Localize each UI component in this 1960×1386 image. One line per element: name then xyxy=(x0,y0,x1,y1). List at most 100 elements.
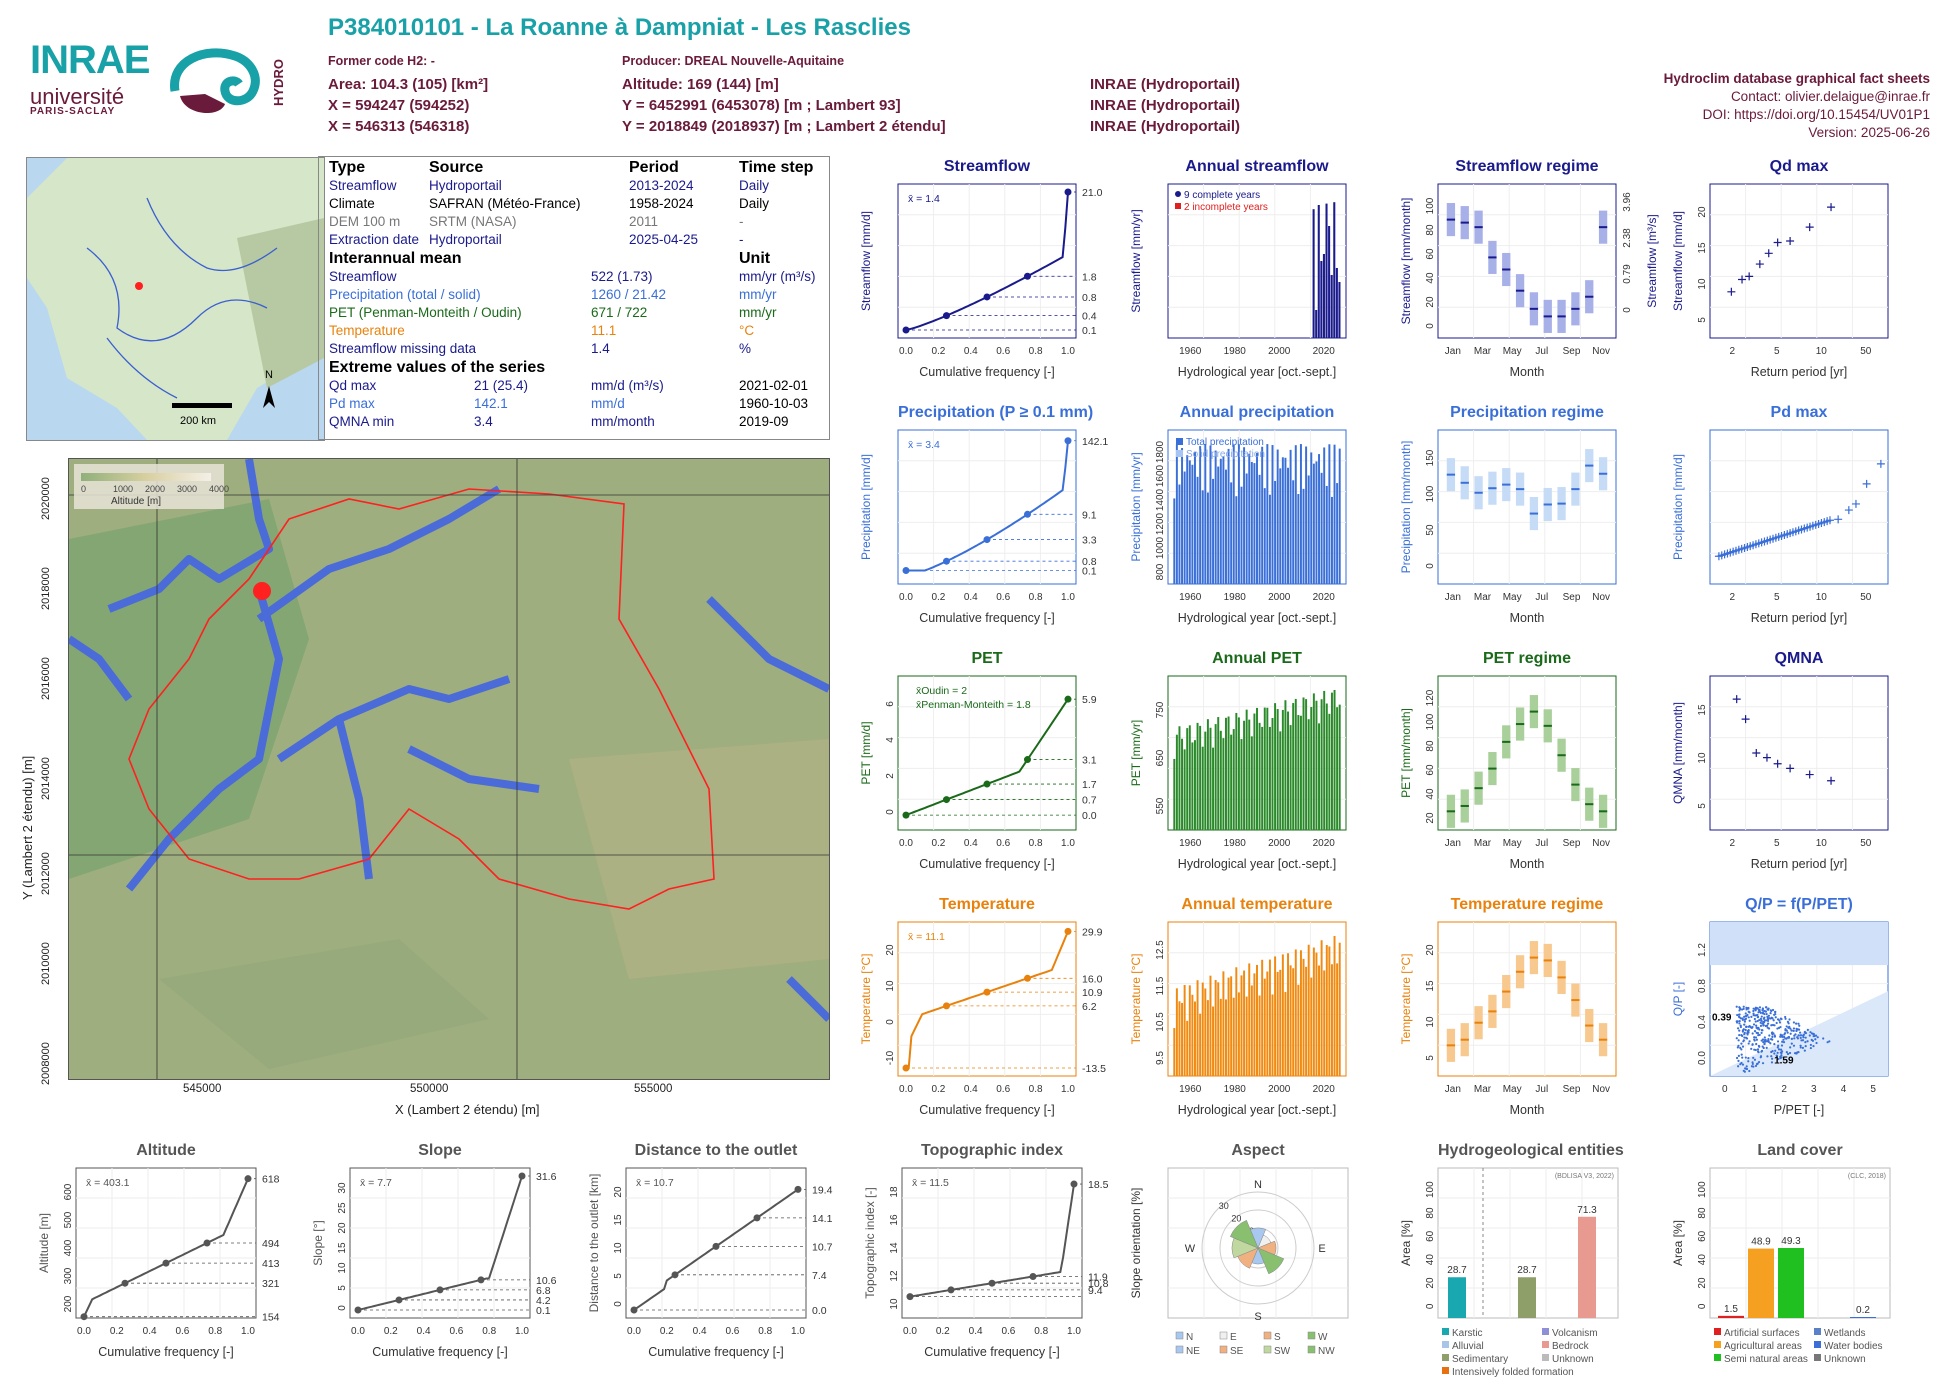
plot-area xyxy=(1709,183,1889,339)
bar xyxy=(1279,969,1282,1076)
x-axis-label: Return period [yr] xyxy=(1751,365,1848,379)
y-tick-label: 0 xyxy=(1697,1303,1708,1309)
x-tick-label: 2000 xyxy=(1268,838,1291,849)
bar xyxy=(1718,1315,1744,1318)
right-tick-label: 0.8 xyxy=(1082,556,1097,568)
legend-entry: Artificial surfaces xyxy=(1724,1328,1800,1339)
y-l93-text: Y = 6452991 (6453078) [m ; Lambert 93] xyxy=(622,97,901,114)
x-tick-label: 0.4 xyxy=(693,1326,707,1337)
info-cell: 1958-2024 xyxy=(629,196,694,211)
y-axis-label: Temperature [°C] xyxy=(859,954,873,1045)
extreme-row: Qd max 21 (25.4) mm/d (m³/s) 2021-02-01 xyxy=(329,378,824,396)
chart-svg-landcover: Area [%] 0 20 40 60 80 100 (CLC, 2018) 1.5 48.9 49… xyxy=(1671,1167,1891,1365)
x-axis-label: Cumulative frequency [-] xyxy=(919,1103,1054,1117)
mean-cell: Precipitation (total / solid) xyxy=(329,287,481,302)
bar xyxy=(1292,703,1295,830)
bar xyxy=(1338,448,1341,584)
scatter-point xyxy=(1756,1048,1760,1051)
mean-label: x̄ = 10.7 xyxy=(636,1177,674,1189)
bar xyxy=(1261,446,1264,584)
legend-swatch xyxy=(1176,438,1183,445)
right-tick-label: 10.7 xyxy=(812,1241,833,1253)
bar xyxy=(1261,959,1264,1076)
info-cell: Hydroportail xyxy=(429,232,502,247)
scatter-point xyxy=(1745,272,1754,281)
scatter-point xyxy=(1809,1046,1812,1050)
bar xyxy=(1276,709,1279,830)
y-axis-label: QMNA [mm/month] xyxy=(1671,702,1685,804)
y-tick-label: 0.8 xyxy=(1697,979,1708,993)
scatter-point xyxy=(1779,1048,1783,1051)
chart-title: Temperature xyxy=(939,896,1035,913)
x-tick-label: 2020 xyxy=(1313,592,1336,603)
legend-entry: Intensively folded formation xyxy=(1452,1367,1574,1378)
y-tick-label: 20 xyxy=(885,944,896,956)
right-tick-label: 142.1 xyxy=(1082,436,1108,448)
bar xyxy=(1230,976,1233,1076)
info-row: DEM 100 m SRTM (NASA) 2011 - xyxy=(329,214,824,232)
bar xyxy=(1748,1248,1774,1318)
x-tick-label: 0.2 xyxy=(384,1326,398,1337)
y-tick-label: 15 xyxy=(337,1242,348,1254)
chart-title: Annual precipitation xyxy=(1179,404,1335,421)
x-tick-label: Mar xyxy=(1474,592,1492,603)
scatter-point xyxy=(1760,1029,1764,1032)
scatter-point xyxy=(1780,1056,1783,1059)
x-tick-label: Sep xyxy=(1563,346,1581,357)
legend-entry: Unknown xyxy=(1552,1354,1594,1365)
bar xyxy=(1268,959,1271,1076)
chart-annual_precip: Annual precipitation Hydrological year [o… xyxy=(1129,404,1347,652)
legend-swatch xyxy=(1307,1331,1316,1340)
bar xyxy=(1315,461,1318,584)
x-tick-label: 1980 xyxy=(1224,838,1247,849)
extreme-cell: 2019-09 xyxy=(739,414,789,429)
info-cell: 2013-2024 xyxy=(629,178,694,193)
x-tick-label: 1.0 xyxy=(241,1326,255,1337)
scatter-point xyxy=(1742,1005,1745,1008)
y-tick-label: 0.0 xyxy=(1697,1051,1708,1065)
bar xyxy=(1266,707,1269,830)
x-tick-label: 2 xyxy=(1729,592,1735,603)
chart-temp_regime: Temperature regime Month Temperature [°C] 5… xyxy=(1399,896,1617,1144)
right-tick-label: 6.8 xyxy=(536,1285,551,1297)
chart-title: Precipitation regime xyxy=(1450,404,1604,421)
x-tick-label: 0.2 xyxy=(936,1326,950,1337)
scatter-point xyxy=(1798,1024,1801,1027)
x-tick-label: 0.0 xyxy=(903,1326,917,1337)
bar xyxy=(1258,722,1261,830)
scatter-point xyxy=(1766,1055,1769,1058)
x-tick-label: Jul xyxy=(1535,838,1548,849)
scatter-point xyxy=(1745,1036,1748,1039)
x-tick-label: 0.2 xyxy=(931,1084,945,1095)
bar xyxy=(1204,444,1207,584)
chart-hydrogeo: Hydrogeological entities Area [%] 0 20 40 60 8… xyxy=(1399,1142,1624,1386)
y-tick-label: 100 xyxy=(1425,485,1436,502)
y-axis-label: Precipitation [mm/d] xyxy=(859,454,873,560)
scatter-point xyxy=(1780,1054,1783,1057)
scatter-point xyxy=(1770,1016,1773,1019)
scatter-point xyxy=(1774,1049,1777,1052)
x-tick-label: 1.0 xyxy=(1061,592,1075,603)
bar xyxy=(1235,496,1238,584)
bar xyxy=(1181,738,1184,830)
source-1: INRAE (Hydroportail) xyxy=(1090,76,1240,93)
right-tick-label: 0.7 xyxy=(1082,795,1097,807)
scatter-point xyxy=(1769,1042,1772,1045)
legend-entry: Solid precipitation xyxy=(1186,449,1265,460)
y-tick-label: 20 xyxy=(1425,1277,1436,1289)
x-tick-label: 50 xyxy=(1860,838,1872,849)
legend-entry: Sedimentary xyxy=(1452,1354,1508,1365)
x-axis-label: Cumulative frequency [-] xyxy=(919,365,1054,379)
info-cell: Source xyxy=(429,159,484,176)
extreme-cell: Qd max xyxy=(329,378,377,393)
right-tick-label: 21.0 xyxy=(1082,187,1103,199)
x-tick-label: 0.0 xyxy=(77,1326,91,1337)
bar xyxy=(1219,998,1222,1076)
x-tick-label: 2 xyxy=(1729,838,1735,849)
chart-svg-topo_cdf: Cumulative frequency [-] Topographic inde… xyxy=(863,1167,1109,1359)
y-tick-label: 40 xyxy=(1425,1254,1436,1266)
scatter-point xyxy=(1806,1040,1809,1043)
bar xyxy=(1307,944,1310,1076)
scatter-point xyxy=(1763,1036,1766,1039)
x-axis-label: Cumulative frequency [-] xyxy=(372,1345,507,1359)
